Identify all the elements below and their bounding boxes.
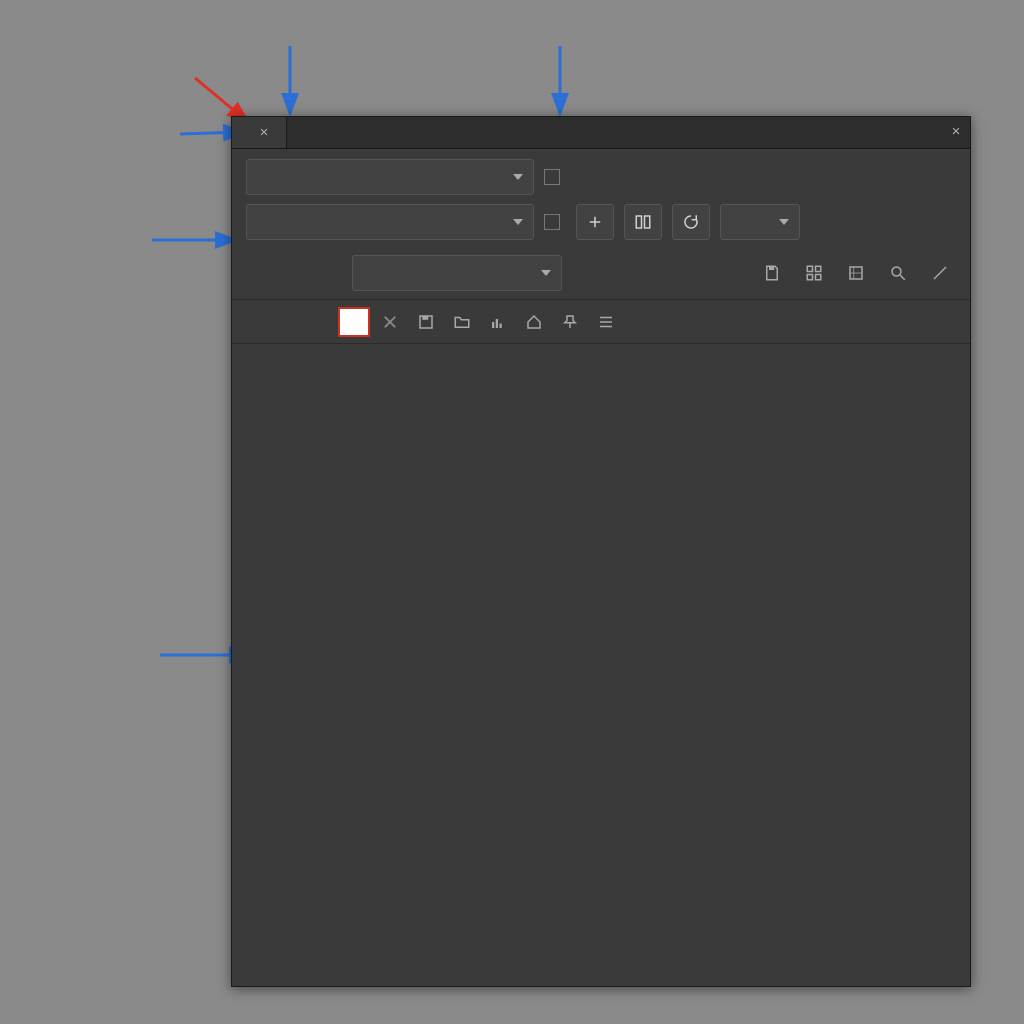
dropdown-usl[interactable] [720,204,800,240]
main-panel: × × [231,116,971,987]
refresh-icon [682,213,700,231]
dropdown-cate[interactable] [352,255,562,291]
pin-icon[interactable] [554,307,586,337]
titlebar: × × [232,117,970,149]
tab-active[interactable]: × [232,117,287,148]
close-x-icon[interactable] [374,307,406,337]
save-icon[interactable] [756,258,788,288]
columns-icon [634,213,652,231]
panel-button[interactable] [624,204,662,240]
row-3 [246,255,956,291]
checkbox-roods[interactable] [544,169,566,185]
add-button[interactable] [576,204,614,240]
chevron-down-icon [779,219,789,225]
chevron-down-icon [513,174,523,180]
histogram-chart [246,356,956,976]
expand-icon[interactable] [840,258,872,288]
row-1 [246,159,956,195]
toolbar-2 [232,300,970,344]
tab-close-icon[interactable]: × [256,125,272,141]
bars-icon[interactable] [482,307,514,337]
folder-icon[interactable] [446,307,478,337]
chart-area [232,344,970,986]
dropdown-bcondl[interactable] [246,159,534,195]
window-close-icon[interactable]: × [948,123,964,139]
home-icon[interactable] [518,307,550,337]
edit-icon[interactable] [924,258,956,288]
plus-icon [586,213,604,231]
row-2 [246,204,956,240]
disk-icon[interactable] [410,307,442,337]
search-icon[interactable] [882,258,914,288]
checkbox-pluye[interactable] [544,214,566,230]
controls-area [232,149,970,300]
chevron-down-icon [541,270,551,276]
refresh-button[interactable] [672,204,710,240]
a-button[interactable] [338,307,370,337]
chevron-down-icon [513,219,523,225]
list-icon[interactable] [590,307,622,337]
dropdown-hepeling[interactable] [246,204,534,240]
checkbox-box-icon [544,169,560,185]
grid-icon[interactable] [798,258,830,288]
checkbox-box-icon [544,214,560,230]
